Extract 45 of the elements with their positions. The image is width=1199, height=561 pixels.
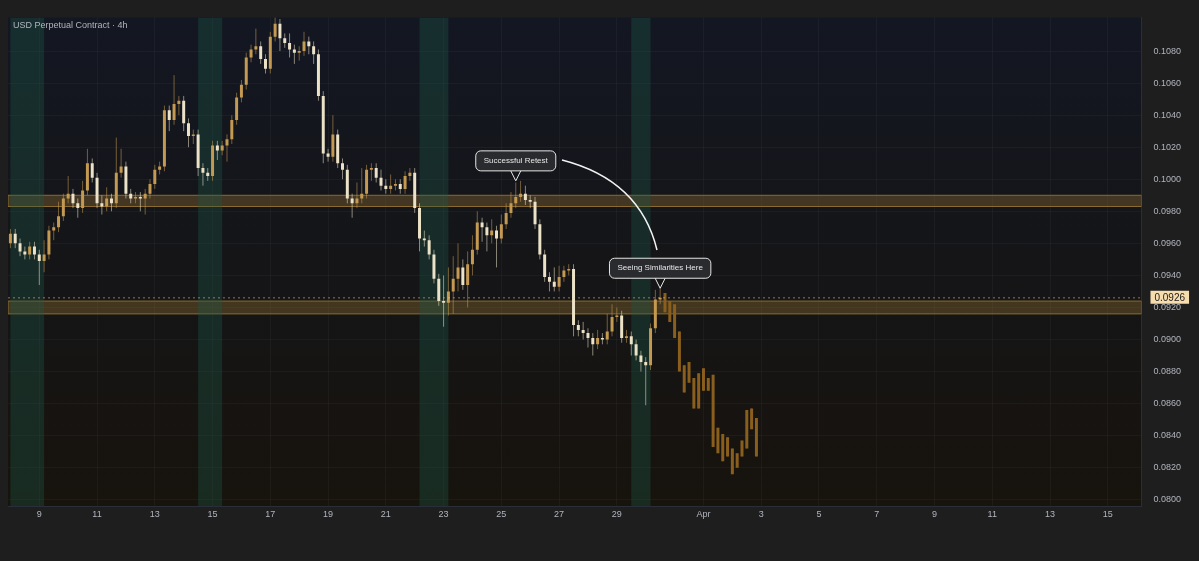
y-tick-label: 0.0960 [1153,237,1181,248]
y-tick-label: 0.0800 [1153,494,1181,505]
x-tick-label: 5 [816,509,822,520]
y-tick-label: 0.0840 [1153,430,1181,441]
x-tick-label: 3 [758,509,764,520]
candlestick [297,45,301,62]
x-tick-label: 21 [380,509,391,520]
x-tick-label: 11 [987,509,997,520]
y-tick-label: 0.0820 [1153,462,1181,473]
y-tick-label: 0.0900 [1153,334,1181,345]
x-tick-label: 25 [496,509,507,520]
y-tick-label: 0.0860 [1153,398,1181,409]
y-tick-label: 0.0920 [1153,301,1181,312]
y-tick-label: 0.0940 [1153,269,1181,280]
x-tick-label: 13 [1045,509,1056,520]
x-tick-label: 17 [265,509,276,520]
x-tick-label: Apr [696,509,711,520]
ref-line-label: 0.0926 [1154,291,1186,303]
y-tick-label: 0.0880 [1153,366,1181,377]
x-tick-label: 11 [92,509,102,520]
x-tick-label: 23 [438,509,449,520]
annotation: Successful Retest [483,156,549,166]
candlestick [18,238,22,257]
y-tick-label: 0.1040 [1153,109,1181,120]
chart-title: USD Perpetual Contract · 4h [13,20,128,31]
candlestick [408,167,412,182]
y-tick-label: 0.1000 [1153,173,1181,184]
x-tick-label: 7 [874,509,880,520]
x-tick-label: 9 [932,509,938,520]
annotation: Seeing Similarities Here [617,263,704,273]
y-tick-label: 0.1080 [1153,45,1181,56]
x-tick-label: 29 [611,509,622,520]
x-tick-label: 13 [149,509,160,520]
x-tick-label: 27 [554,509,565,520]
candlestick [615,306,619,323]
x-tick-label: 15 [207,509,218,520]
candlestick [249,44,253,63]
x-tick-label: 9 [36,509,42,520]
y-tick-label: 0.1060 [1153,77,1181,88]
y-tick-label: 0.0980 [1153,205,1181,216]
x-tick-label: 15 [1102,509,1113,520]
candlestick [326,148,330,163]
x-tick-label: 19 [323,509,334,520]
candlestick [562,265,566,283]
y-tick-label: 0.1020 [1153,141,1181,152]
